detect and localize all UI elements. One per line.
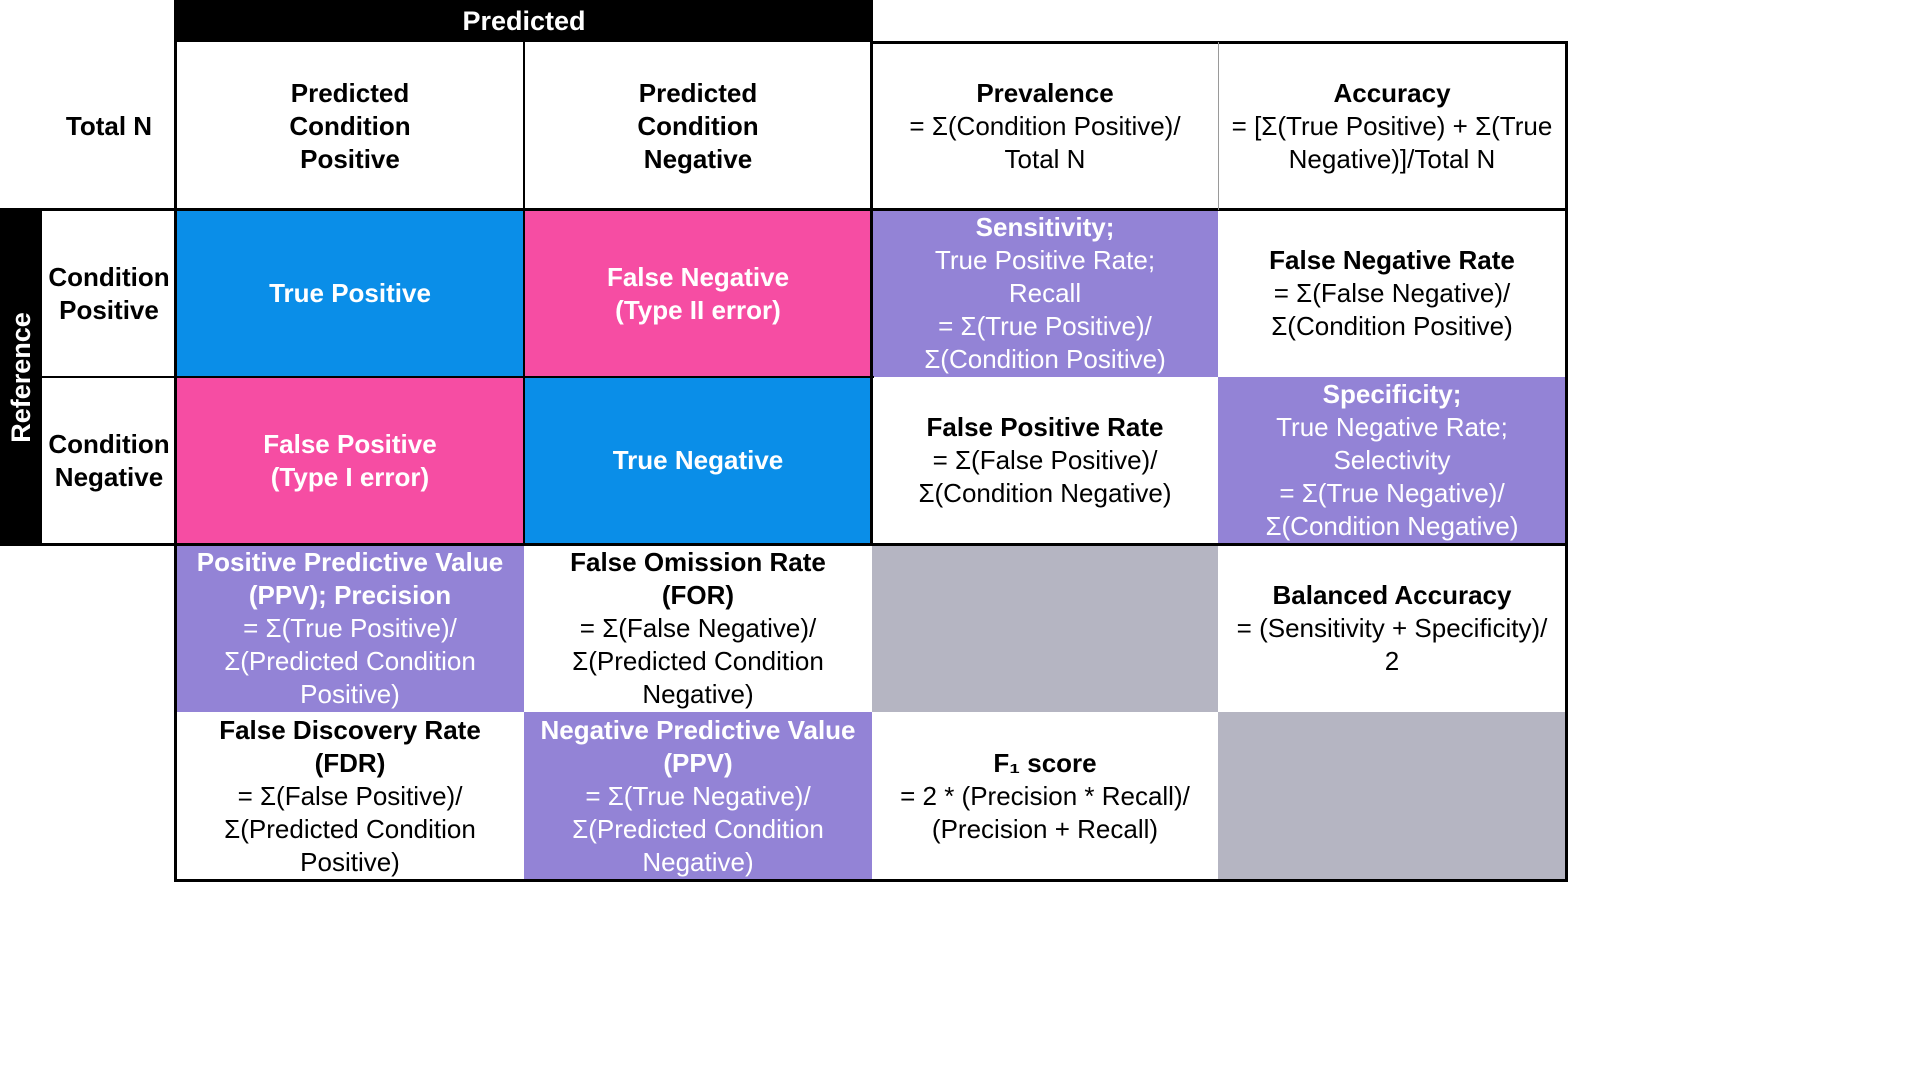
total-n-cell: Total N (42, 42, 176, 210)
confusion-matrix-diagram: Predicted Reference Total N Predicted Co… (0, 0, 1568, 882)
false-negative-cell: False Negative (Type II error) (524, 210, 872, 377)
grid-line (0, 543, 1568, 546)
specificity-title: Specificity; (1322, 379, 1462, 409)
pred-neg-header-cell: Predicted Condition Negative (524, 42, 872, 210)
prevalence-cell: Prevalence = Σ(Condition Positive)/ Tota… (872, 42, 1218, 210)
cond-pos-header-cell: Condition Positive (42, 210, 176, 377)
accuracy-cell: Accuracy = [Σ(True Positive) + Σ(True Ne… (1218, 42, 1566, 210)
f1-score-title: F₁ score (993, 747, 1097, 778)
fnr-title: False Negative Rate (1269, 245, 1515, 275)
ppv-formula: = Σ(True Positive)/ Σ(Predicted Conditio… (224, 612, 476, 709)
empty-gray-cell-2 (1218, 712, 1566, 880)
fnr-formula: = Σ(False Negative)/ Σ(Condition Positiv… (1271, 278, 1513, 341)
true-positive-cell: True Positive (176, 210, 524, 377)
for-title: False Omission Rate (FOR) (570, 546, 826, 610)
false-positive-label: False Positive (Type I error) (263, 428, 437, 492)
grid-line (523, 42, 525, 544)
total-n-label: Total N (65, 110, 153, 141)
balanced-accuracy-title: Balanced Accuracy (1272, 579, 1512, 610)
true-negative-label: True Negative (612, 445, 784, 475)
predicted-header: Predicted (176, 0, 872, 42)
prevalence-title: Prevalence (976, 77, 1114, 108)
fpr-cell: False Positive Rate = Σ(False Positive)/… (872, 377, 1218, 544)
grid-line (872, 41, 1568, 44)
fnr-cell: False Negative Rate = Σ(False Negative)/… (1218, 210, 1566, 377)
grid-line (1565, 42, 1568, 882)
sensitivity-cell: Sensitivity; True Positive Rate; Recall … (872, 210, 1218, 377)
pred-pos-header-cell: Predicted Condition Positive (176, 42, 524, 210)
true-negative-cell: True Negative (524, 377, 872, 544)
grid-line (174, 0, 177, 882)
accuracy-formula: = [Σ(True Positive) + Σ(True Negative)]/… (1231, 110, 1553, 174)
fdr-title: False Discovery Rate (FDR) (219, 714, 481, 778)
npv-cell: Negative Predictive Value (PPV) = Σ(True… (524, 712, 872, 880)
grid-line-thin (1218, 42, 1219, 210)
f1-score-formula: = 2 * (Precision * Recall)/ (Precision +… (900, 780, 1190, 844)
pred-pos-label: Predicted Condition Positive (289, 77, 411, 174)
balanced-accuracy-cell: Balanced Accuracy = (Sensitivity + Speci… (1218, 544, 1566, 712)
grid-line (870, 0, 873, 546)
sensitivity-title: Sensitivity; (975, 212, 1115, 242)
npv-title: Negative Predictive Value (PPV) (540, 714, 856, 778)
predicted-label: Predicted (462, 5, 586, 36)
pred-neg-label: Predicted Condition Negative (637, 77, 759, 174)
prevalence-formula: = Σ(Condition Positive)/ Total N (909, 110, 1181, 174)
cond-pos-label: Condition Positive (48, 261, 170, 325)
fpr-title: False Positive Rate (926, 412, 1164, 442)
reference-header: Reference (0, 210, 42, 544)
ppv-cell: Positive Predictive Value (PPV); Precisi… (176, 544, 524, 712)
npv-formula: = Σ(True Negative)/ Σ(Predicted Conditio… (572, 780, 824, 877)
cond-neg-label: Condition Negative (48, 428, 170, 492)
accuracy-title: Accuracy (1333, 77, 1451, 108)
balanced-accuracy-formula: = (Sensitivity + Specificity)/ 2 (1236, 612, 1548, 676)
grid-line (0, 208, 1568, 211)
empty-gray-cell-1 (872, 544, 1218, 712)
fpr-formula: = Σ(False Positive)/ Σ(Condition Negativ… (918, 445, 1172, 508)
cond-neg-header-cell: Condition Negative (42, 377, 176, 544)
sensitivity-formula: True Positive Rate; Recall = Σ(True Posi… (924, 245, 1166, 374)
f1-score-cell: F₁ score = 2 * (Precision * Recall)/ (Pr… (872, 712, 1218, 880)
specificity-formula: True Negative Rate; Selectivity = Σ(True… (1265, 412, 1519, 541)
grid-line (42, 376, 874, 378)
true-positive-label: True Positive (269, 278, 431, 308)
for-cell: False Omission Rate (FOR) = Σ(False Nega… (524, 544, 872, 712)
for-formula: = Σ(False Negative)/ Σ(Predicted Conditi… (572, 612, 824, 709)
false-negative-label: False Negative (Type II error) (606, 261, 790, 325)
specificity-cell: Specificity; True Negative Rate; Selecti… (1218, 377, 1566, 544)
false-positive-cell: False Positive (Type I error) (176, 377, 524, 544)
fdr-cell: False Discovery Rate (FDR) = Σ(False Pos… (176, 712, 524, 880)
ppv-title: Positive Predictive Value (PPV); Precisi… (196, 546, 504, 610)
fdr-formula: = Σ(False Positive)/ Σ(Predicted Conditi… (224, 780, 476, 877)
reference-label: Reference (5, 311, 36, 443)
grid-line (176, 879, 1568, 882)
